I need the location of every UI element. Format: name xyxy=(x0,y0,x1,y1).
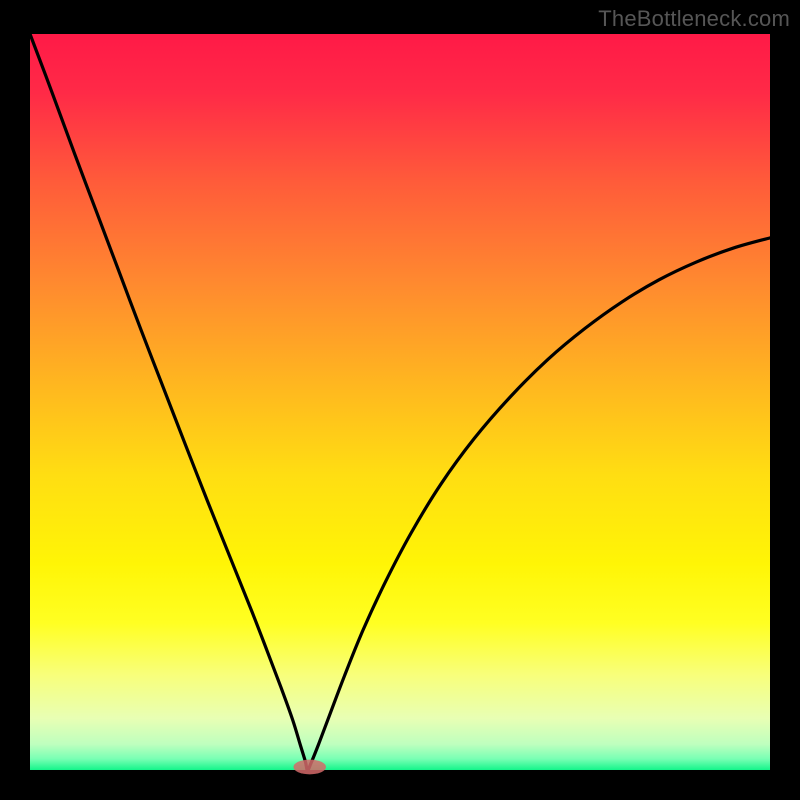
plot-container xyxy=(0,0,800,800)
attribution-label: TheBottleneck.com xyxy=(598,6,790,32)
bottleneck-chart xyxy=(0,0,800,800)
plot-area xyxy=(30,34,770,770)
chart-frame: TheBottleneck.com xyxy=(0,0,800,800)
optimal-point-marker xyxy=(293,760,326,775)
